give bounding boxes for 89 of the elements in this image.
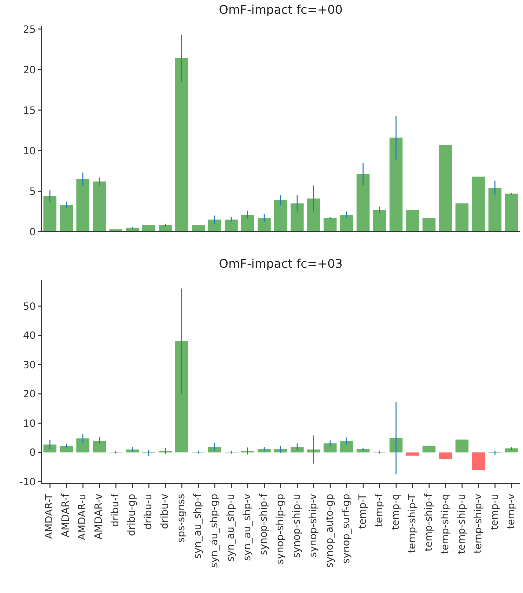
- bar: [176, 58, 189, 232]
- y-tick-label: 30: [23, 360, 36, 372]
- y-tick-label: 15: [23, 106, 36, 117]
- bar: [192, 226, 205, 232]
- bar: [159, 226, 172, 232]
- chart-title: OmF-impact fc=+03: [219, 257, 343, 271]
- y-tick-label: 0: [30, 448, 36, 460]
- y-tick-label: 50: [23, 302, 36, 313]
- y-tick-label: 10: [23, 418, 36, 430]
- bar: [258, 218, 271, 232]
- x-tick-label: synop-ship-gp: [276, 494, 286, 565]
- x-tick-label: AMDAR-T: [44, 493, 56, 540]
- y-tick-label: 40: [23, 331, 36, 342]
- y-tick-label: 10: [23, 146, 36, 158]
- bar: [142, 226, 156, 232]
- x-tick-label: temp-T: [358, 493, 369, 529]
- x-tick-label: dribu-gp: [127, 494, 138, 536]
- bar: [307, 198, 320, 232]
- x-tick-label: syn_au_shp-f: [193, 494, 204, 559]
- x-tick-label: synop-ship-f: [259, 494, 270, 556]
- bar: [290, 204, 304, 232]
- x-tick-label: temp-ship-q: [440, 494, 452, 554]
- bar: [258, 449, 271, 453]
- chart-title: OmF-impact fc=+00: [219, 3, 343, 17]
- x-tick-label: AMDAR-v: [94, 494, 106, 540]
- y-tick-label: 0: [30, 228, 36, 239]
- x-tick-label: temp-q: [390, 494, 402, 530]
- bar: [356, 449, 370, 453]
- x-tick-label: AMDAR-u: [78, 494, 89, 540]
- bar: [274, 200, 288, 232]
- bar: [340, 214, 354, 232]
- x-tick-label: dribu-v: [160, 494, 172, 530]
- bar: [488, 188, 502, 232]
- bar: [324, 444, 337, 453]
- y-tick-label: 20: [23, 65, 36, 76]
- x-tick-label: dribu-f: [110, 494, 122, 528]
- bar: [456, 440, 469, 453]
- x-tick-label: syn_au_shp-v: [242, 494, 254, 562]
- bar: [422, 446, 436, 453]
- bar: [505, 194, 518, 232]
- x-tick-label: temp-v: [506, 494, 518, 530]
- bar: [472, 176, 486, 232]
- x-tick-label: temp-u: [490, 494, 501, 530]
- y-tick-label: -10: [20, 478, 36, 488]
- bar: [324, 218, 337, 232]
- x-tick-label: temp-ship-v: [473, 494, 484, 554]
- bar: [505, 448, 518, 453]
- x-tick-label: sps-sgnss: [176, 494, 188, 543]
- bar: [406, 452, 420, 456]
- y-tick-label: 20: [23, 390, 36, 401]
- bar: [390, 438, 403, 453]
- bar: [76, 438, 90, 453]
- y-tick-label: 25: [23, 24, 36, 36]
- bar: [456, 204, 469, 232]
- bar: [406, 210, 420, 232]
- bar: [176, 341, 189, 453]
- bar: [93, 440, 106, 453]
- x-tick-label: syn_au_shp-gp: [210, 494, 221, 568]
- bar: [93, 182, 106, 232]
- bar: [472, 452, 486, 471]
- x-tick-label: temp-ship-f: [424, 494, 435, 552]
- x-tick-label: synop_surf-gp: [341, 494, 352, 564]
- bar: [60, 446, 74, 453]
- x-tick-label: synop-ship-v: [308, 494, 320, 558]
- x-tick-label: AMDAR-f: [61, 494, 72, 538]
- bar: [422, 218, 436, 232]
- bar: [390, 138, 403, 232]
- x-tick-label: temp-ship-u: [456, 494, 468, 554]
- x-tick-label: temp-f: [374, 494, 386, 528]
- bar: [76, 179, 90, 232]
- x-tick-label: temp-ship-T: [407, 493, 418, 554]
- bar: [439, 145, 452, 232]
- bar: [439, 452, 452, 460]
- bar: [290, 447, 304, 453]
- y-tick-label: 5: [30, 187, 36, 198]
- bar: [224, 220, 238, 232]
- x-tick-label: synop-ship-u: [292, 494, 303, 558]
- bar: [208, 447, 222, 453]
- x-tick-label: synop_auto-gp: [324, 494, 336, 568]
- bar: [373, 210, 386, 232]
- bar: [60, 205, 74, 232]
- bar: [44, 196, 57, 232]
- bar: [208, 220, 222, 232]
- x-tick-label: dribu-u: [144, 494, 155, 530]
- bar: [44, 444, 57, 453]
- bar: [241, 214, 254, 232]
- bar: [356, 174, 370, 232]
- bar: [340, 441, 354, 453]
- x-tick-label: syn_au_shp-u: [226, 494, 238, 562]
